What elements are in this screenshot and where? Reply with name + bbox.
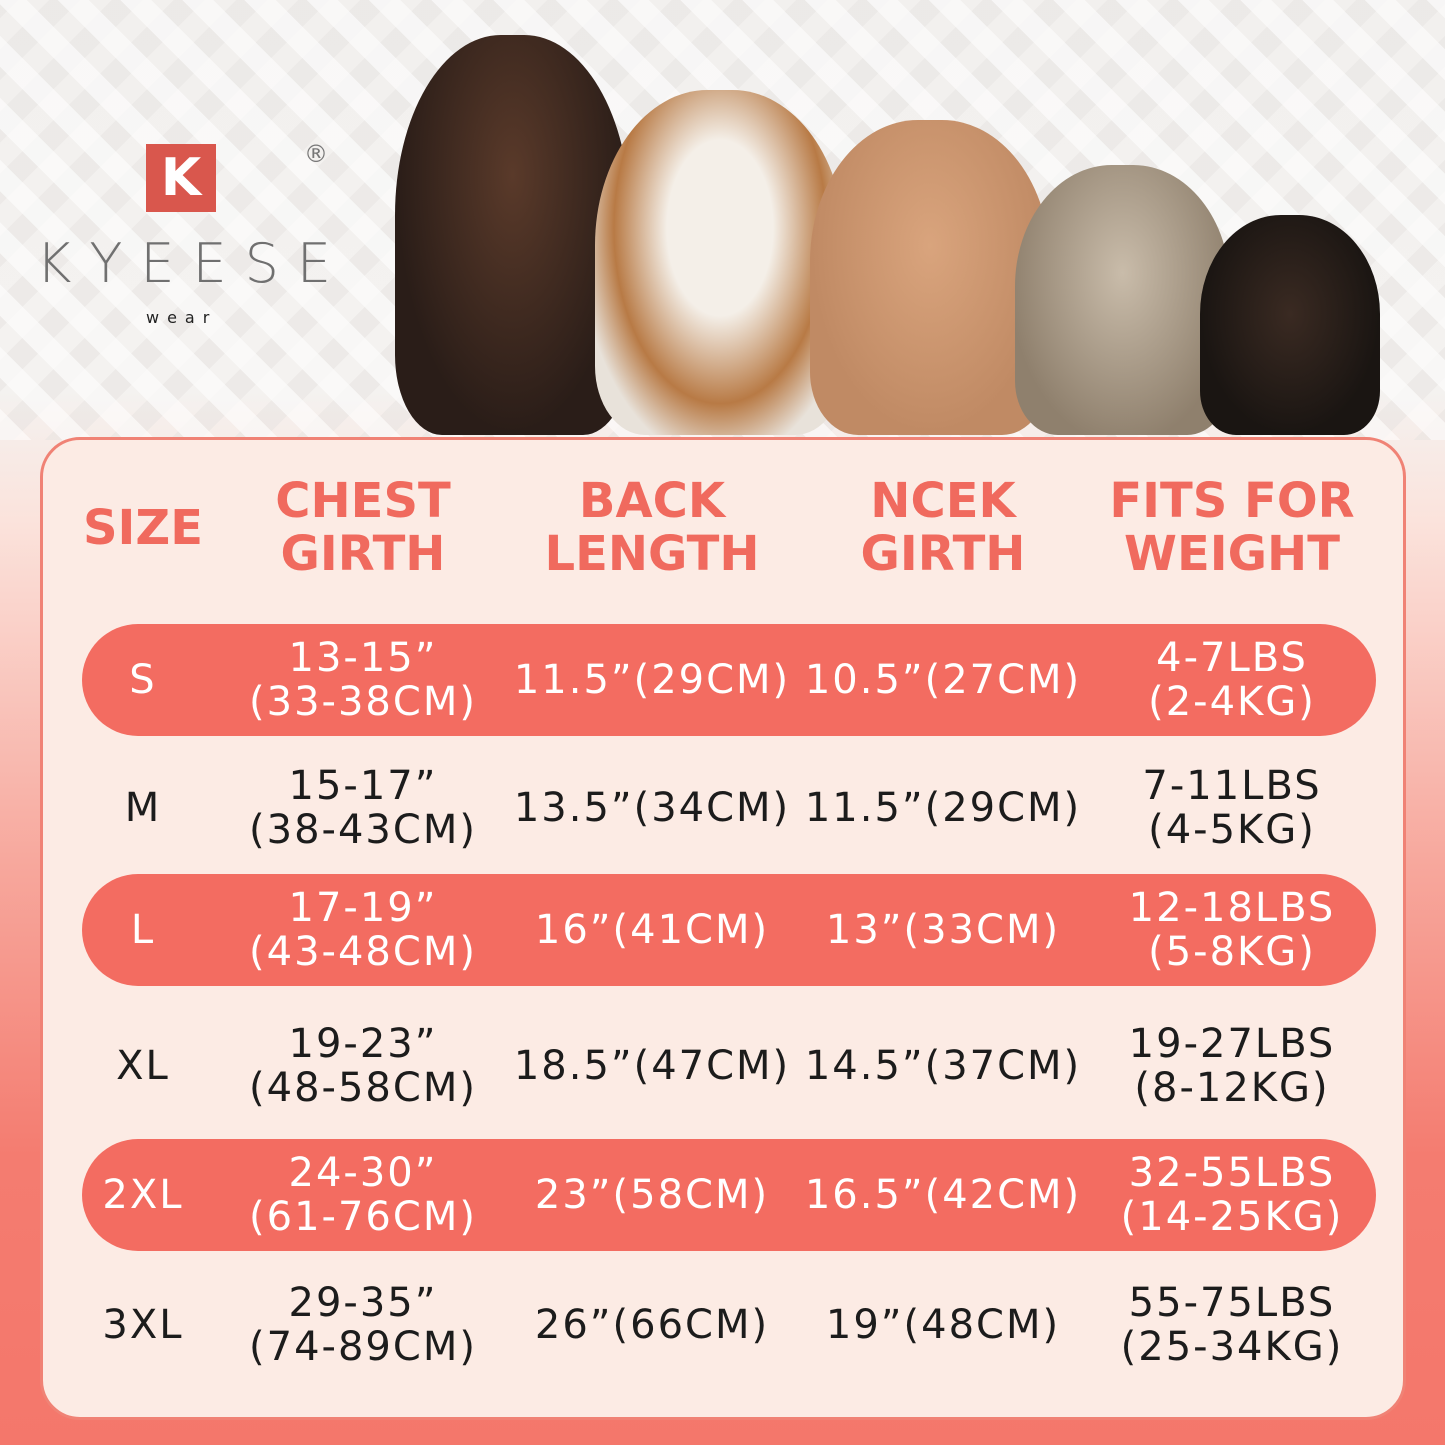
header-line: WEIGHT <box>1124 526 1340 582</box>
cell-line: 15-17” <box>288 763 438 809</box>
cell-size: S <box>129 657 157 703</box>
cell-line: (38-43CM) <box>249 807 477 853</box>
cell-line: 32-55LBS <box>1128 1150 1336 1196</box>
cell-line: (2-4KG) <box>1148 679 1316 725</box>
brand-sub: wear <box>146 308 218 327</box>
cell-weight: 32-55LBS (14-25KG) <box>1082 1151 1382 1239</box>
cell-weight: 4-7LBS (2-4KG) <box>1082 636 1382 724</box>
cell-weight: 19-27LBS (8-12KG) <box>1082 1022 1382 1110</box>
header-size: SIZE <box>0 502 293 555</box>
cell-line: (43-48CM) <box>249 929 477 975</box>
cell-chest: 24-30” (61-76CM) <box>213 1151 513 1239</box>
cell-weight: 7-11LBS (4-5KG) <box>1082 764 1382 852</box>
cell-line: 7-11LBS <box>1142 763 1322 809</box>
cell-weight: 12-18LBS (5-8KG) <box>1082 886 1382 974</box>
cell-line: 55-75LBS <box>1128 1280 1336 1326</box>
cell-line: 4-7LBS <box>1156 635 1308 681</box>
cell-line: (61-76CM) <box>249 1194 477 1240</box>
cell-line: (74-89CM) <box>249 1324 477 1370</box>
cell-back: 23”(58CM) <box>534 1172 770 1218</box>
cell-back: 16”(41CM) <box>534 907 770 953</box>
cell-back: 26”(66CM) <box>534 1302 770 1348</box>
header-weight: FITS FOR WEIGHT <box>1082 475 1382 581</box>
cell-chest: 17-19” (43-48CM) <box>213 886 513 974</box>
header-line: SIZE <box>82 500 204 556</box>
cell-line: 12-18LBS <box>1128 885 1336 931</box>
header-line: GIRTH <box>280 526 446 582</box>
beagle-image <box>595 90 845 435</box>
row-highlight-stripe <box>82 624 1376 736</box>
cell-line: 29-35” <box>288 1280 438 1326</box>
cell-neck: 14.5”(37CM) <box>804 1043 1082 1089</box>
cell-line: 24-30” <box>288 1150 438 1196</box>
cell-chest: 29-35” (74-89CM) <box>213 1281 513 1369</box>
row-highlight-stripe <box>82 1139 1376 1251</box>
cell-neck: 11.5”(29CM) <box>804 785 1082 831</box>
cell-neck: 16.5”(42CM) <box>804 1172 1082 1218</box>
header-line: BACK <box>578 473 726 529</box>
terrier-image <box>1015 165 1230 435</box>
cell-back: 18.5”(47CM) <box>513 1043 791 1089</box>
row-highlight-stripe <box>82 874 1376 986</box>
cell-line: 19-27LBS <box>1128 1021 1336 1067</box>
cell-size: M <box>124 785 162 831</box>
cell-line: 13-15” <box>288 635 438 681</box>
header-neck-girth: NCEK GIRTH <box>793 475 1093 581</box>
cell-neck: 19”(48CM) <box>825 1302 1061 1348</box>
cell-size: 3XL <box>102 1302 184 1348</box>
cell-line: 19-23” <box>288 1021 438 1067</box>
cell-neck: 10.5”(27CM) <box>804 657 1082 703</box>
cell-chest: 19-23” (48-58CM) <box>213 1022 513 1110</box>
header-back-length: BACK LENGTH <box>502 475 802 581</box>
header-line: FITS FOR <box>1109 473 1355 529</box>
header-chest-girth: CHEST GIRTH <box>213 475 513 581</box>
brand-logo: K ® KYEESE wear <box>30 140 340 340</box>
header-line: LENGTH <box>544 526 760 582</box>
cell-line: (48-58CM) <box>249 1065 477 1111</box>
cell-line: (8-12KG) <box>1134 1065 1330 1111</box>
cell-size: XL <box>116 1043 170 1089</box>
header-line: CHEST <box>275 473 451 529</box>
cell-line: 17-19” <box>288 885 438 931</box>
cell-line: (14-25KG) <box>1120 1194 1344 1240</box>
header-line: GIRTH <box>860 526 1026 582</box>
cell-chest: 15-17” (38-43CM) <box>213 764 513 852</box>
cell-chest: 13-15” (33-38CM) <box>213 636 513 724</box>
cell-line: (33-38CM) <box>249 679 477 725</box>
cell-size: 2XL <box>102 1172 184 1218</box>
cell-size: L <box>130 907 156 953</box>
doberman-image <box>395 35 630 435</box>
header-line: NCEK <box>870 473 1016 529</box>
cell-back: 11.5”(29CM) <box>513 657 791 703</box>
cell-neck: 13”(33CM) <box>825 907 1061 953</box>
cell-line: (4-5KG) <box>1148 807 1316 853</box>
registered-mark: ® <box>304 140 328 168</box>
cell-line: (5-8KG) <box>1148 929 1316 975</box>
brand-name: KYEESE <box>36 232 350 295</box>
logo-k-icon: K <box>146 144 216 212</box>
cell-line: (25-34KG) <box>1120 1324 1344 1370</box>
cell-weight: 55-75LBS (25-34KG) <box>1082 1281 1382 1369</box>
chihuahua-image <box>1200 215 1380 435</box>
poodle-image <box>810 120 1050 435</box>
cell-back: 13.5”(34CM) <box>513 785 791 831</box>
